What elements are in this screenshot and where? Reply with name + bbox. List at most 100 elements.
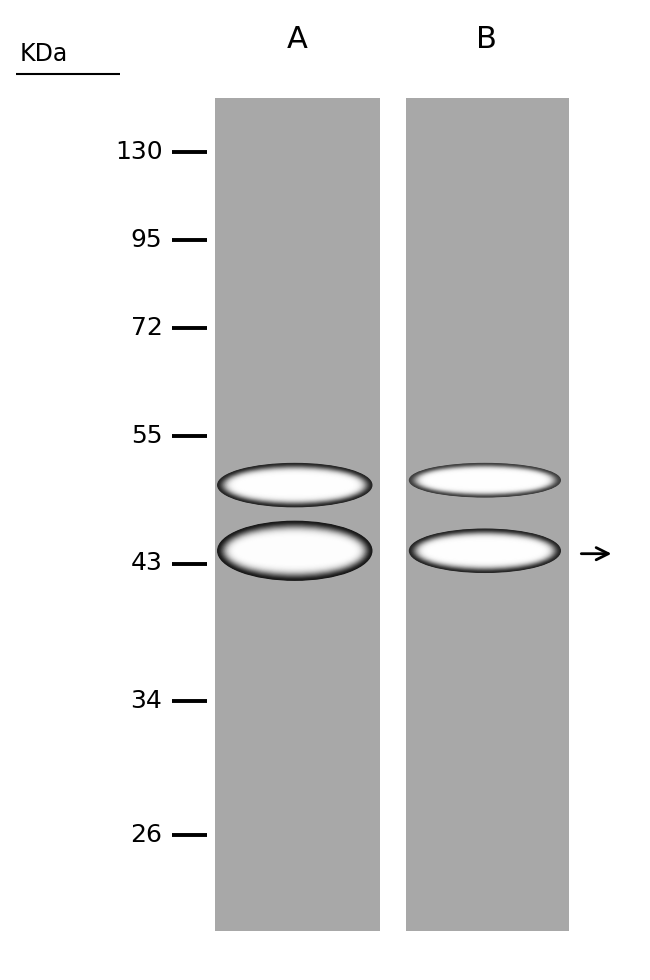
Ellipse shape [237, 475, 352, 495]
Ellipse shape [235, 535, 355, 566]
Ellipse shape [224, 527, 365, 574]
Ellipse shape [230, 471, 359, 499]
Ellipse shape [419, 468, 551, 492]
Ellipse shape [228, 470, 361, 500]
Ellipse shape [235, 536, 354, 565]
Ellipse shape [426, 539, 544, 563]
Ellipse shape [228, 530, 361, 571]
Ellipse shape [220, 523, 370, 578]
Ellipse shape [413, 466, 556, 495]
Ellipse shape [416, 466, 554, 494]
Text: 34: 34 [131, 689, 162, 712]
Ellipse shape [421, 468, 549, 492]
Ellipse shape [425, 539, 545, 563]
Ellipse shape [230, 532, 359, 569]
Ellipse shape [426, 540, 543, 562]
Ellipse shape [223, 466, 367, 504]
Ellipse shape [233, 473, 357, 497]
Ellipse shape [232, 534, 358, 567]
Ellipse shape [415, 466, 555, 494]
Ellipse shape [225, 468, 365, 502]
Ellipse shape [227, 530, 362, 571]
Ellipse shape [428, 541, 542, 561]
Ellipse shape [424, 470, 546, 490]
Ellipse shape [427, 472, 543, 488]
Ellipse shape [424, 539, 545, 563]
Ellipse shape [222, 466, 368, 504]
Ellipse shape [416, 533, 554, 568]
Ellipse shape [231, 471, 359, 499]
Ellipse shape [231, 532, 359, 569]
Ellipse shape [235, 474, 354, 496]
Ellipse shape [412, 531, 558, 570]
Text: 55: 55 [131, 424, 162, 448]
Text: 130: 130 [115, 140, 162, 164]
Ellipse shape [410, 529, 560, 572]
Text: KDa: KDa [20, 42, 68, 66]
Ellipse shape [229, 531, 360, 570]
Ellipse shape [236, 474, 354, 496]
Ellipse shape [421, 469, 549, 491]
Ellipse shape [417, 534, 552, 567]
Text: 72: 72 [131, 317, 162, 340]
Ellipse shape [224, 467, 366, 503]
Ellipse shape [411, 465, 558, 496]
Ellipse shape [428, 472, 542, 488]
Ellipse shape [410, 464, 560, 497]
Ellipse shape [414, 466, 556, 495]
Ellipse shape [421, 536, 549, 565]
Ellipse shape [415, 466, 554, 494]
Ellipse shape [233, 534, 357, 567]
Text: B: B [476, 24, 497, 54]
Ellipse shape [236, 536, 354, 565]
Ellipse shape [412, 465, 558, 496]
Ellipse shape [413, 466, 557, 495]
Text: 26: 26 [131, 823, 162, 847]
Ellipse shape [413, 532, 556, 569]
Ellipse shape [427, 540, 543, 562]
Ellipse shape [220, 465, 370, 506]
Ellipse shape [224, 526, 366, 575]
Ellipse shape [410, 529, 560, 572]
Ellipse shape [222, 525, 367, 576]
Ellipse shape [218, 464, 372, 507]
Ellipse shape [221, 524, 369, 577]
Text: 95: 95 [131, 228, 162, 252]
Ellipse shape [226, 528, 363, 573]
Ellipse shape [229, 471, 360, 499]
Ellipse shape [218, 521, 372, 580]
Bar [406, 98, 569, 931]
Ellipse shape [417, 467, 552, 493]
Ellipse shape [225, 527, 365, 574]
Ellipse shape [428, 472, 541, 488]
Ellipse shape [415, 532, 555, 569]
Ellipse shape [218, 522, 371, 579]
Ellipse shape [226, 468, 364, 502]
Ellipse shape [422, 537, 547, 564]
Ellipse shape [235, 473, 355, 497]
Ellipse shape [424, 538, 546, 564]
Bar [214, 98, 380, 931]
Ellipse shape [411, 530, 558, 571]
Ellipse shape [413, 531, 557, 570]
Ellipse shape [220, 523, 369, 578]
Ellipse shape [426, 471, 543, 489]
Ellipse shape [410, 464, 560, 497]
Ellipse shape [227, 469, 363, 501]
Text: 43: 43 [131, 552, 162, 575]
Text: A: A [287, 24, 308, 54]
Ellipse shape [418, 534, 552, 567]
Ellipse shape [220, 466, 369, 505]
Ellipse shape [424, 470, 545, 490]
Ellipse shape [237, 537, 353, 564]
Ellipse shape [421, 537, 549, 564]
Ellipse shape [234, 535, 356, 566]
Ellipse shape [422, 469, 547, 491]
Ellipse shape [419, 535, 551, 566]
Ellipse shape [229, 531, 361, 570]
Ellipse shape [423, 538, 547, 564]
Ellipse shape [232, 472, 358, 498]
Ellipse shape [218, 464, 371, 507]
Ellipse shape [231, 472, 358, 498]
Ellipse shape [411, 465, 559, 496]
